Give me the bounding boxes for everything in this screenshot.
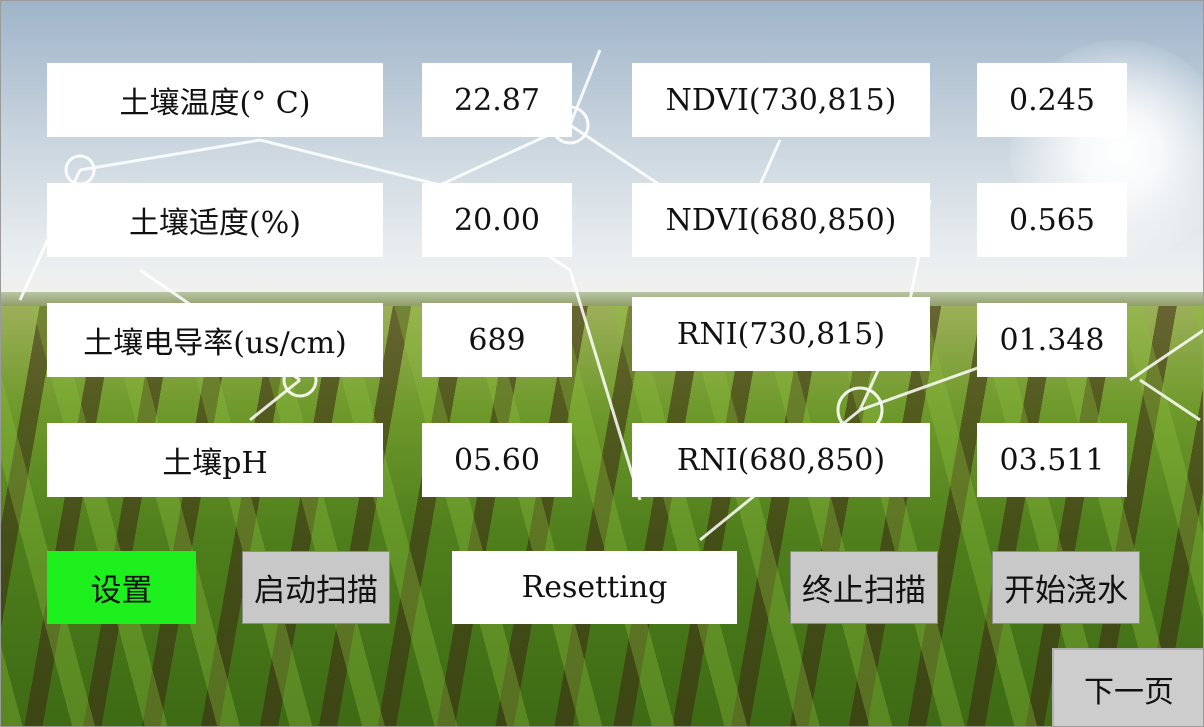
- next-page-button[interactable]: 下一页: [1052, 648, 1204, 727]
- soil-moisture-label: 土壤适度(%): [47, 183, 383, 257]
- soil-ph-value: 05.60: [422, 423, 572, 497]
- ndvi-680-850-label: NDVI(680,850): [632, 183, 930, 257]
- ndvi-730-815-label: NDVI(730,815): [632, 63, 930, 137]
- rni-680-850-label: RNI(680,850): [632, 423, 930, 497]
- soil-conductivity-value: 689: [422, 303, 572, 377]
- settings-button[interactable]: 设置: [47, 551, 196, 624]
- ndvi-730-815-value: 0.245: [977, 63, 1127, 137]
- soil-temperature-value: 22.87: [422, 63, 572, 137]
- rni-730-815-value: 01.348: [977, 303, 1127, 377]
- ndvi-680-850-value: 0.565: [977, 183, 1127, 257]
- start-scan-button[interactable]: 启动扫描: [242, 551, 390, 624]
- status-display: Resetting: [452, 551, 737, 624]
- soil-ph-label: 土壤pH: [47, 423, 383, 497]
- soil-temperature-label: 土壤温度(° C): [47, 63, 383, 137]
- rni-730-815-label: RNI(730,815): [632, 297, 930, 371]
- stop-scan-button[interactable]: 终止扫描: [790, 551, 938, 624]
- soil-moisture-value: 20.00: [422, 183, 572, 257]
- soil-conductivity-label: 土壤电导率(us/cm): [47, 303, 383, 377]
- rni-680-850-value: 03.511: [977, 423, 1127, 497]
- start-watering-button[interactable]: 开始浇水: [992, 551, 1140, 624]
